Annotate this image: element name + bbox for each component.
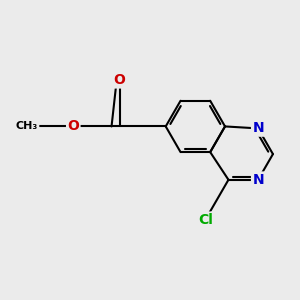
Text: CH₃: CH₃ [16,122,38,131]
Text: N: N [252,173,264,187]
Text: Cl: Cl [198,213,213,227]
Text: N: N [252,122,264,135]
Text: O: O [67,119,79,134]
Text: O: O [114,73,125,87]
